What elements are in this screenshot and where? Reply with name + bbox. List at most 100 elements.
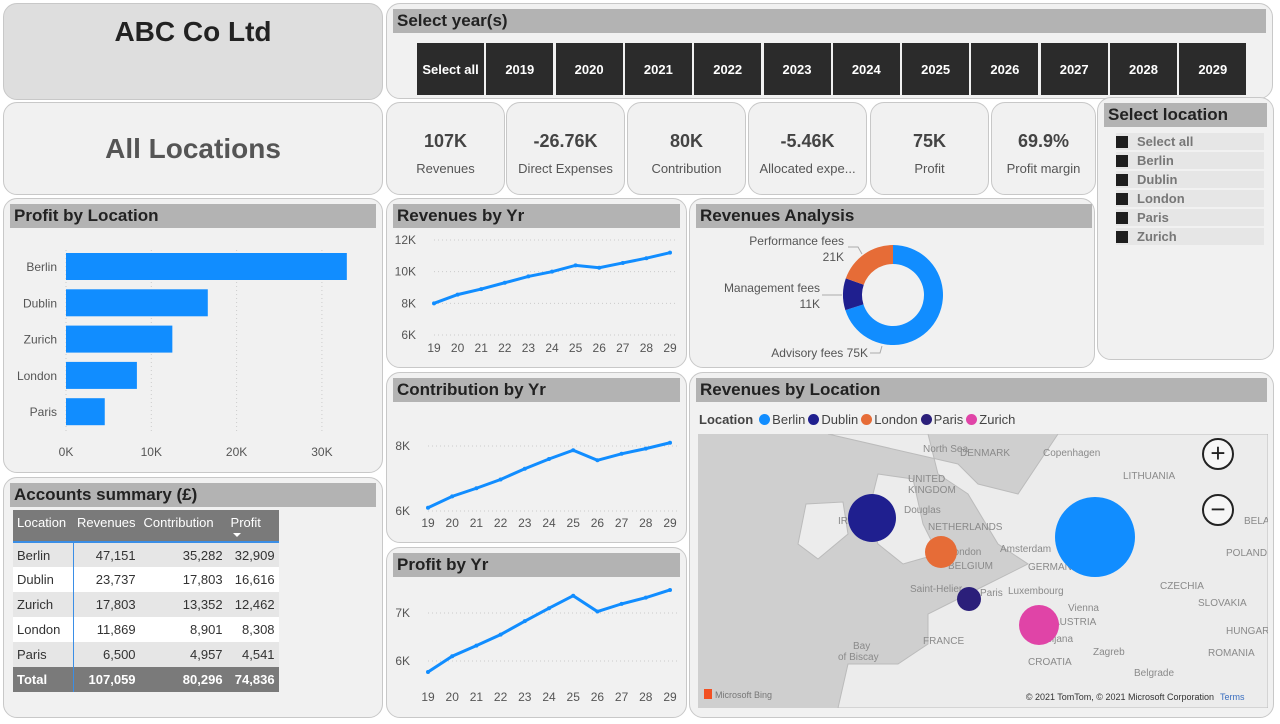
- kpi-card-contribution: 80K Contribution: [627, 102, 746, 195]
- total-cell: Total: [13, 667, 74, 692]
- legend-item-dublin[interactable]: Dublin: [808, 412, 858, 427]
- legend-label: Zurich: [979, 412, 1016, 427]
- year-option-2025[interactable]: 2025: [902, 43, 970, 95]
- map[interactable]: North Sea DENMARK Copenhagen LITHUANIA UNITE…: [698, 434, 1268, 708]
- map-label: FRANCE: [923, 636, 964, 647]
- year-option-2024[interactable]: 2024: [832, 43, 900, 95]
- zoom-out-button[interactable]: −: [1202, 494, 1234, 526]
- table-cell: 4,541: [226, 642, 279, 667]
- location-option-label: Dublin: [1137, 172, 1178, 187]
- table-row[interactable]: Zurich 17,803 13,352 12,462: [13, 592, 279, 617]
- legend-dot-icon: [808, 414, 820, 425]
- total-cell: 80,296: [139, 667, 227, 692]
- map-label: Luxembourg: [1008, 586, 1064, 597]
- legend-label: Dublin: [821, 412, 859, 427]
- legend-item-london[interactable]: London: [861, 412, 918, 427]
- map-label: GERMANY: [1028, 562, 1079, 573]
- kpi-label: Direct Expenses: [518, 161, 613, 176]
- table-cell: Zurich: [13, 592, 74, 617]
- legend-item-berlin[interactable]: Berlin: [759, 412, 805, 427]
- map-bubble-zurich[interactable]: [1019, 605, 1059, 645]
- map-label: North Sea: [923, 444, 968, 455]
- legend-label: London: [874, 412, 918, 427]
- map-terms-link[interactable]: Terms: [1220, 692, 1245, 702]
- year-option-2021[interactable]: 2021: [624, 43, 692, 95]
- table-cell: Berlin: [13, 542, 74, 567]
- legend-label: Paris: [933, 412, 964, 427]
- location-title-card: All Locations: [3, 102, 383, 195]
- map-bubble-berlin[interactable]: [1055, 497, 1135, 577]
- map-brand: Microsoft Bing: [715, 690, 772, 700]
- table-row[interactable]: London 11,869 8,901 8,308: [13, 617, 279, 642]
- location-slicer-title: Select location: [1104, 103, 1267, 127]
- location-option-dublin[interactable]: Dublin: [1116, 171, 1264, 188]
- year-option-2026[interactable]: 2026: [971, 43, 1039, 95]
- legend-item-paris[interactable]: Paris: [920, 412, 964, 427]
- total-cell: 74,836: [226, 667, 279, 692]
- table-cell: 13,352: [139, 592, 227, 617]
- year-option-2019[interactable]: 2019: [486, 43, 554, 95]
- location-option-select-all[interactable]: Select all: [1116, 133, 1264, 150]
- checkbox[interactable]: [1116, 193, 1128, 205]
- table-row[interactable]: Berlin 47,151 35,282 32,909: [13, 542, 279, 567]
- map-label: KINGDOM: [908, 485, 956, 496]
- map-bubble-paris[interactable]: [957, 587, 981, 611]
- year-option-2027[interactable]: 2027: [1040, 43, 1108, 95]
- profit-by-location-panel: Profit by Location: [3, 198, 383, 473]
- kpi-card-allocated-expe-: -5.46K Allocated expe...: [748, 102, 867, 195]
- location-option-paris[interactable]: Paris: [1116, 209, 1264, 226]
- checkbox[interactable]: [1116, 174, 1128, 186]
- map-copyright: © 2021 TomTom, © 2021 Microsoft Corporat…: [1026, 692, 1214, 702]
- total-cell: 107,059: [73, 667, 140, 692]
- legend-dot-icon: [759, 414, 771, 425]
- year-option-2022[interactable]: 2022: [694, 43, 762, 95]
- zoom-in-button[interactable]: +: [1202, 438, 1234, 470]
- map-label: UNITED: [908, 474, 945, 485]
- map-label: of Biscay: [838, 652, 879, 663]
- profit-by-location-title: Profit by Location: [10, 204, 376, 228]
- map-label: LITHUANIA: [1123, 471, 1176, 482]
- kpi-value: 80K: [669, 131, 704, 151]
- column-header-location[interactable]: Location: [13, 510, 73, 543]
- contribution-by-yr-panel: Contribution by Yr: [386, 372, 687, 543]
- map-label: Amsterdam: [1000, 544, 1051, 555]
- year-option-2020[interactable]: 2020: [555, 43, 623, 95]
- map-label: Ljubljana: [1033, 634, 1073, 645]
- map-label: CZECHIA: [1160, 581, 1204, 592]
- map-label: Bay: [853, 641, 870, 652]
- map-bubble-london[interactable]: [925, 536, 957, 568]
- column-header-revenues[interactable]: Revenues: [73, 510, 140, 543]
- year-option-2023[interactable]: 2023: [763, 43, 831, 95]
- table-row[interactable]: Dublin 23,737 17,803 16,616: [13, 567, 279, 592]
- map-label: Paris: [980, 588, 1003, 599]
- column-header-contribution[interactable]: Contribution: [139, 510, 227, 543]
- map-bubble-dublin[interactable]: [848, 494, 896, 542]
- legend-label: Berlin: [772, 412, 806, 427]
- land-shape: [797, 501, 849, 560]
- location-option-label: Select all: [1137, 134, 1194, 149]
- location-option-london[interactable]: London: [1116, 190, 1264, 207]
- map-label: SLOVAKIA: [1198, 598, 1247, 609]
- table-cell: Dublin: [13, 567, 74, 592]
- table-cell: 8,308: [226, 617, 279, 642]
- table-cell: 12,462: [226, 592, 279, 617]
- column-header-profit[interactable]: Profit: [226, 510, 279, 543]
- year-option-select-all[interactable]: Select all: [417, 43, 484, 95]
- checkbox[interactable]: [1116, 212, 1128, 224]
- checkbox[interactable]: [1116, 136, 1128, 148]
- table-cell: 47,151: [73, 542, 140, 567]
- location-option-zurich[interactable]: Zurich: [1116, 228, 1264, 245]
- checkbox[interactable]: [1116, 231, 1128, 243]
- legend-dot-icon: [920, 414, 932, 425]
- kpi-card-direct-expenses: -26.76K Direct Expenses: [506, 102, 625, 195]
- table-row[interactable]: Paris 6,500 4,957 4,541: [13, 642, 279, 667]
- year-option-2029[interactable]: 2029: [1179, 43, 1247, 95]
- checkbox[interactable]: [1116, 155, 1128, 167]
- location-option-berlin[interactable]: Berlin: [1116, 152, 1264, 169]
- location-slicer: Select location Select all Berlin Dublin Lo…: [1097, 97, 1274, 360]
- kpi-value: 107K: [423, 131, 468, 151]
- legend-item-zurich[interactable]: Zurich: [966, 412, 1015, 427]
- year-option-2028[interactable]: 2028: [1110, 43, 1177, 95]
- revenues-by-yr-title: Revenues by Yr: [393, 204, 680, 228]
